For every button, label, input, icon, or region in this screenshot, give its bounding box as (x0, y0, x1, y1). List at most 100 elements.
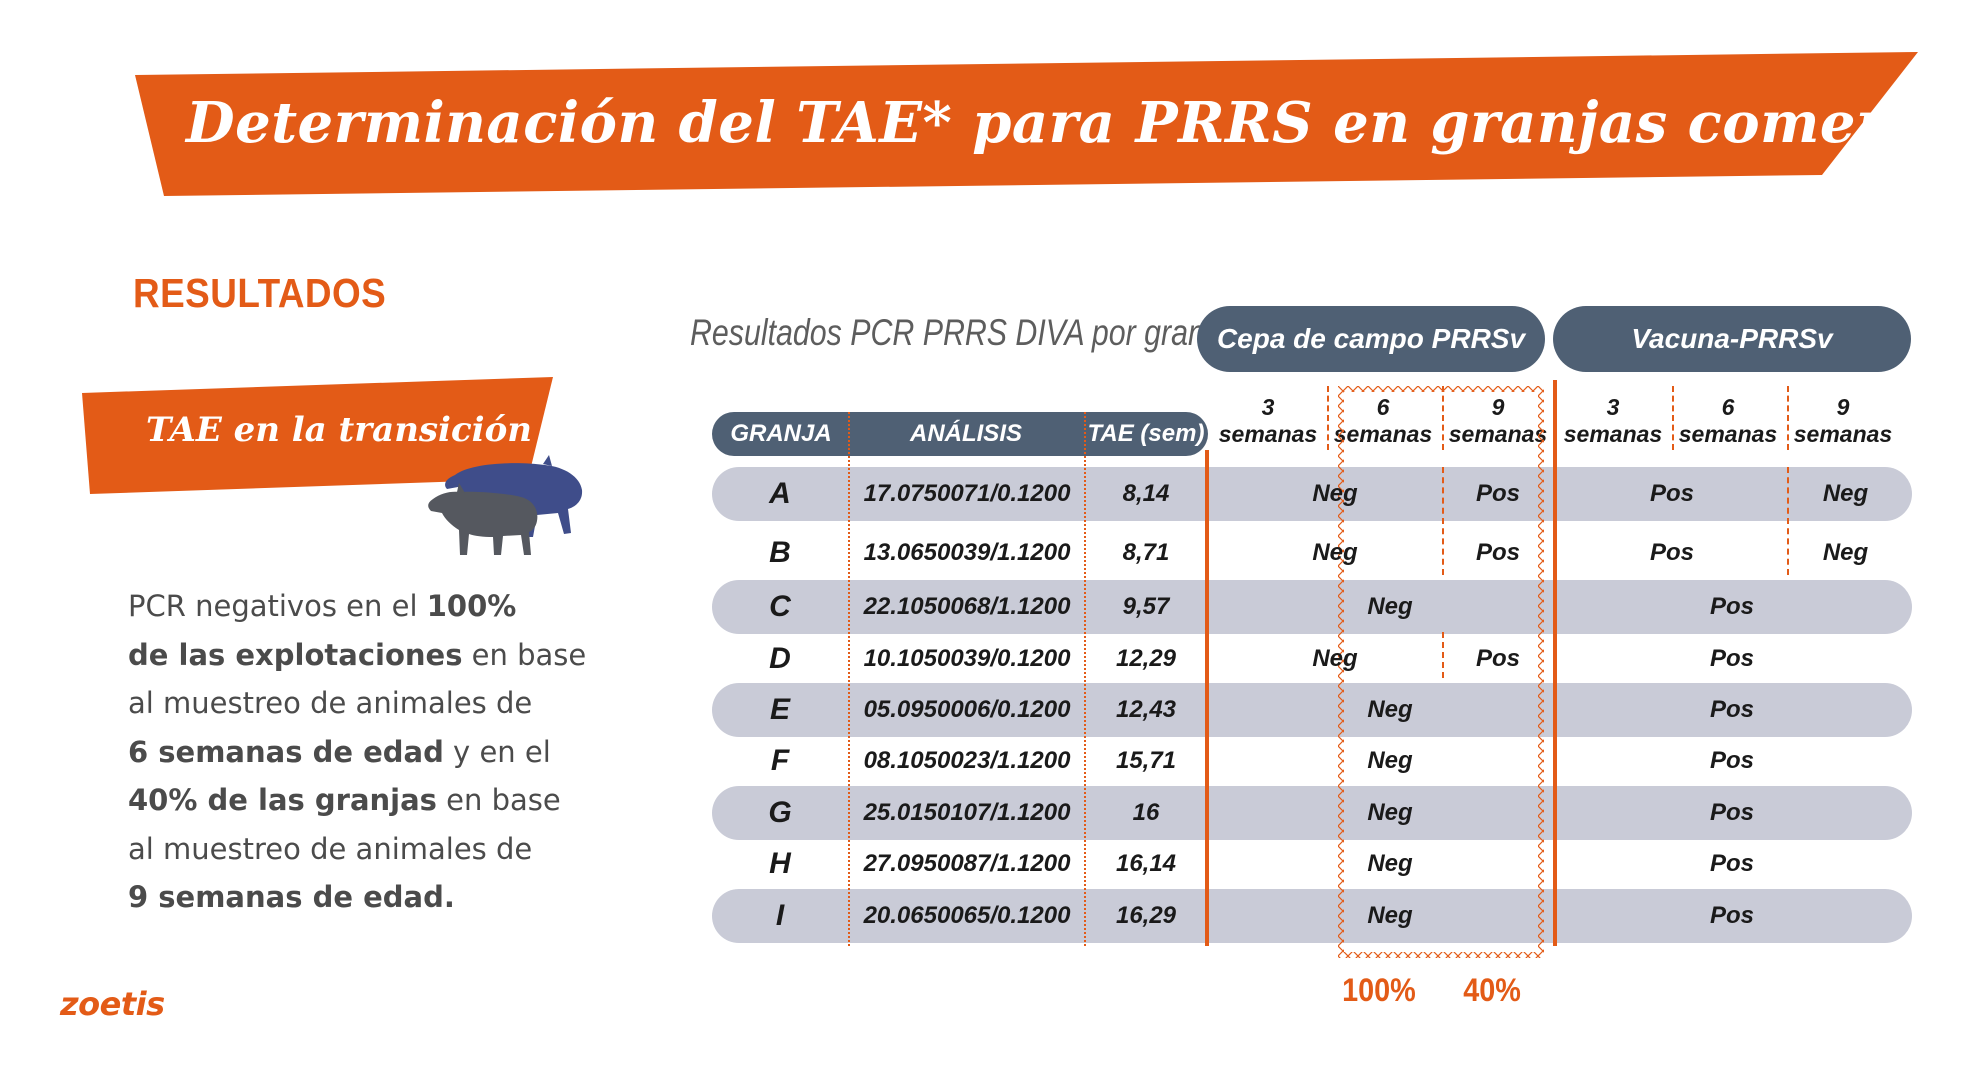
week-unit: semanas (1333, 421, 1433, 447)
cell-campo-neg: Neg (1312, 480, 1358, 507)
cell-tae: 16,14 (1115, 850, 1177, 877)
pig-illustration (428, 455, 583, 555)
cell-analisis: 13.0650039/1.1200 (863, 539, 1071, 566)
summary-highlight-explotaciones: de las explotaciones (128, 637, 463, 672)
group-header-vacuna: Vacuna-PRRSv (1553, 306, 1911, 372)
cell-analisis: 17.0750071/0.1200 (863, 480, 1071, 507)
cell-tae: 15,71 (1115, 747, 1177, 774)
summary-line-1: PCR negativos en el (128, 589, 427, 623)
cell-tae: 8,71 (1122, 539, 1170, 566)
title-banner (135, 52, 1918, 196)
table-caption: Resultados PCR PRRS DIVA por granja (690, 312, 1229, 353)
row-band (712, 889, 1912, 943)
cell-campo-neg: Neg (1367, 593, 1413, 620)
week-unit: semanas (1678, 421, 1778, 447)
cell-vacuna-neg: Neg (1822, 480, 1869, 507)
cell-campo-pos: Pos (1475, 645, 1520, 672)
column-divider (848, 412, 850, 946)
transition-banner (82, 377, 553, 494)
cell-analisis: 10.1050039/0.1200 (863, 645, 1071, 672)
cell-campo-neg: Neg (1312, 539, 1358, 566)
summary-highlight-9-semanas: 9 semanas de edad. (128, 880, 455, 914)
cell-vacuna-pos: Pos (1709, 593, 1754, 620)
section-label: RESULTADOS (133, 270, 387, 316)
row-band (712, 786, 1912, 840)
summary-line-2: en base (462, 637, 587, 672)
cell-granja: E (769, 693, 790, 726)
column-header-tae: TAE (sem) (1084, 412, 1208, 456)
cell-vacuna-pos: Pos (1709, 696, 1754, 723)
cell-campo-neg: Neg (1367, 799, 1413, 826)
cell-analisis: 25.0150107/1.1200 (863, 799, 1071, 826)
week-number: 3 (1261, 394, 1275, 420)
week-header-vacuna-9: 9 semanas (1788, 394, 1898, 448)
cell-campo-neg: Neg (1312, 645, 1358, 672)
cell-campo-neg: Neg (1367, 747, 1413, 774)
cell-vacuna-pos: Pos (1649, 480, 1694, 507)
summary-highlight-40: 40% de las granjas (128, 783, 437, 817)
row-band (712, 683, 1912, 737)
highlight-box (1338, 386, 1544, 958)
week-header-campo-6: 6 semanas (1328, 394, 1438, 448)
cell-vacuna-pos: Pos (1709, 902, 1754, 929)
zoetis-logo: zoetis (60, 985, 165, 1023)
cell-vacuna-pos: Pos (1709, 850, 1754, 877)
percentage-6-semanas: 100% (1342, 972, 1416, 1008)
week-unit: semanas (1793, 421, 1893, 447)
week-unit: semanas (1218, 421, 1318, 447)
cell-vacuna-pos: Pos (1709, 747, 1754, 774)
cell-campo-neg: Neg (1367, 902, 1413, 929)
transition-label: TAE en la transición (146, 410, 532, 450)
week-divider (1787, 467, 1789, 575)
cell-analisis: 20.0650065/0.1200 (863, 902, 1071, 929)
week-header-vacuna-3: 3 semanas (1558, 394, 1668, 448)
summary-text: PCR negativos en el 100% de las explotac… (128, 582, 598, 922)
week-header-campo-9: 9 semanas (1443, 394, 1553, 448)
week-header-campo-3: 3 semanas (1213, 394, 1323, 448)
week-unit: semanas (1448, 421, 1548, 447)
column-header-analisis: ANÁLISIS (848, 412, 1084, 456)
cell-vacuna-pos: Pos (1709, 799, 1754, 826)
group-divider (1553, 380, 1557, 946)
week-divider (1442, 632, 1444, 678)
cell-tae: 8,14 (1122, 480, 1170, 507)
cell-analisis: 08.1050023/1.1200 (863, 747, 1071, 774)
week-divider (1442, 386, 1444, 450)
summary-line-4: y en el (443, 734, 551, 769)
cell-tae: 16 (1132, 799, 1160, 826)
week-number: 9 (1491, 394, 1505, 420)
page-title: Determinación del TAE* para PRRS en gran… (186, 90, 1980, 156)
week-number: 6 (1376, 394, 1390, 420)
cell-granja: D (769, 642, 791, 675)
cell-vacuna-pos: Pos (1649, 539, 1694, 566)
column-header-granja: GRANJA (712, 412, 850, 456)
pig-icon-small (428, 483, 538, 555)
week-divider (1327, 386, 1329, 450)
week-divider (1787, 386, 1789, 450)
cell-analisis: 05.0950006/0.1200 (863, 696, 1071, 723)
week-number: 9 (1836, 394, 1850, 420)
column-divider (1084, 412, 1086, 946)
cell-campo-pos: Pos (1475, 480, 1520, 507)
cell-campo-neg: Neg (1367, 696, 1413, 723)
week-divider (1442, 467, 1444, 575)
summary-highlight-100: 100% (426, 589, 517, 623)
cell-analisis: 22.1050068/1.1200 (863, 593, 1071, 620)
week-divider (1672, 386, 1674, 450)
cell-tae: 12,43 (1115, 696, 1177, 723)
cell-granja: H (769, 847, 791, 880)
week-number: 3 (1606, 394, 1620, 420)
week-unit: semanas (1563, 421, 1663, 447)
cell-granja: C (769, 590, 791, 623)
row-band (712, 580, 1912, 634)
week-header-vacuna-6: 6 semanas (1673, 394, 1783, 448)
cell-granja: I (775, 899, 785, 932)
column-divider-strong (1205, 450, 1209, 946)
summary-line-6: al muestreo de animales de (128, 831, 533, 866)
cell-granja: F (770, 744, 790, 777)
summary-line-3: al muestreo de animales de (128, 686, 533, 720)
cell-vacuna-neg: Neg (1822, 539, 1869, 566)
cell-campo-neg: Neg (1367, 850, 1413, 877)
row-band (712, 467, 1912, 521)
week-number: 6 (1721, 394, 1735, 420)
